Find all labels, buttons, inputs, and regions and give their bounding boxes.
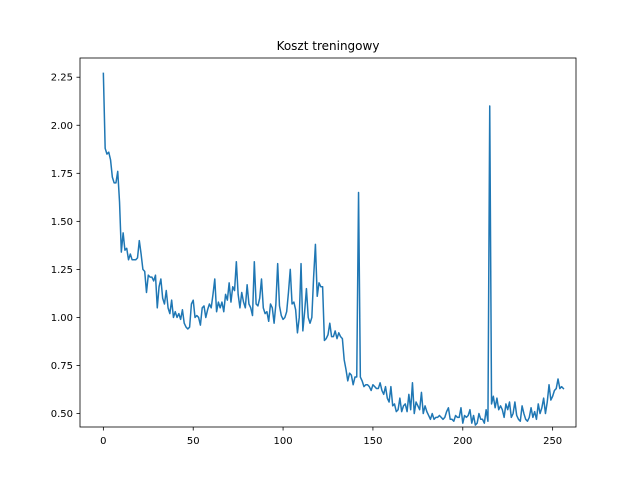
plot-area	[80, 58, 576, 427]
series-layer	[102, 72, 565, 426]
axes-frame	[79, 57, 577, 428]
x-tick-label: 0	[100, 436, 106, 447]
y-tick-label: 1.75	[51, 169, 73, 180]
x-tick-label: 200	[453, 436, 472, 447]
y-axis-ticks: 0.50 0.75 1.00 1.25 1.50 1.75 2.00 2.25	[51, 73, 80, 420]
x-tick-label: 250	[543, 436, 562, 447]
y-tick-label: 0.75	[51, 361, 73, 372]
y-tick-label: 1.00	[51, 313, 73, 324]
y-tick-label: 2.25	[51, 73, 73, 84]
y-tick-label: 1.25	[51, 265, 73, 276]
x-axis-ticks: 0 50 100 150 200 250	[100, 427, 562, 447]
x-tick-label: 150	[363, 436, 382, 447]
series-line-0	[102, 72, 565, 426]
x-tick-label: 50	[187, 436, 200, 447]
y-tick-label: 2.00	[51, 121, 73, 132]
x-tick-label: 100	[274, 436, 293, 447]
chart-title: Koszt treningowy	[277, 39, 380, 53]
y-tick-label: 1.50	[51, 217, 73, 228]
y-tick-label: 0.50	[51, 409, 73, 420]
